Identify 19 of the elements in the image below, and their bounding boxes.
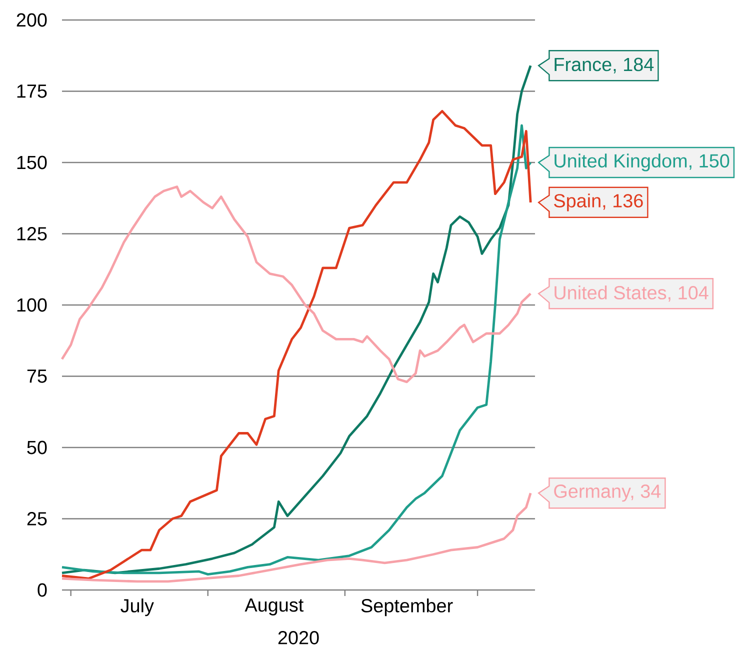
y-tick-label: 150 (17, 156, 47, 170)
annotation: Germany, 34 (554, 484, 661, 502)
y-tick-label: 175 (17, 84, 47, 98)
y-tick-label: 125 (17, 227, 47, 240)
y-tick-label: 200 (16, 13, 47, 27)
annotation: United Kingdom, 150 (554, 154, 730, 172)
y-tick-label: 75 (27, 370, 47, 383)
x-tick-label: August (244, 598, 304, 616)
y-tick-label: 0 (38, 583, 47, 597)
y-tick-label: 25 (27, 512, 47, 526)
x-tick-label: September (361, 598, 453, 616)
annotation: France, 184 (554, 58, 654, 74)
x-tick-label: July (120, 598, 154, 616)
y-tick-label: 100 (17, 298, 47, 312)
annotation: Spain, 136 (554, 194, 643, 212)
annotation: United States, 104 (554, 286, 708, 302)
x-axis-title: 2020 (278, 630, 319, 644)
line-series (60, 186, 532, 384)
y-tick-label: 50 (27, 440, 47, 454)
